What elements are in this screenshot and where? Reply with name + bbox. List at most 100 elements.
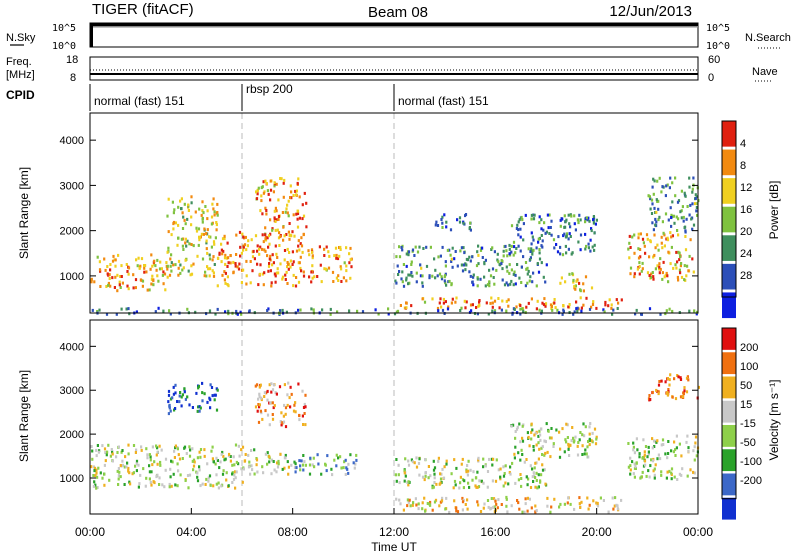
velocity-panel: 1000 2000 3000 4000 Slant Range [km] 200 100… [17,319,781,520]
x-tick-label: 16:00 [480,525,510,539]
nsearch-label: N.Search [745,32,791,44]
cpid-row: CPID normal (fast) 151 rbsp 200 normal (fa… [6,82,489,111]
velocity-cbar-tick: 100 [740,361,758,373]
power-cbar-swatch [722,263,736,290]
velocity-cbar-swatch [722,425,736,447]
power-ytick-label: 3000 [60,180,84,192]
velocity-region [394,456,548,490]
velocity-region [167,381,219,416]
velocity-region [254,381,307,429]
power-marks [90,176,700,316]
cpid-segment-label: normal (fast) 151 [94,94,185,108]
power-cbar-swatch [722,235,736,261]
power-region [90,253,168,293]
nave-label: Nave [752,66,778,78]
power-ylabel: Slant Range [km] [17,167,31,259]
power-cbar-swatch [722,149,736,176]
freq-tick-high: 18 [66,54,78,66]
power-region [434,213,472,232]
velocity-ylabel: Slant Range [km] [17,370,31,462]
freq-tick-low: 8 [70,72,76,84]
power-region [307,245,353,284]
velocity-region [293,453,358,477]
power-cbar-swatch [722,121,736,147]
power-cbar-swatch [722,178,736,204]
x-tick-label: 00:00 [683,525,713,539]
power-cbar-tick: 4 [740,138,746,150]
velocity-cbar-swatch [722,497,736,520]
velocity-cbar-tick: 15 [740,399,752,411]
power-region [394,244,548,288]
freq-label-line1: Freq. [6,56,32,68]
velocity-cbar-swatch [722,352,736,375]
power-cbar-tick: 12 [740,182,752,194]
velocity-cbar-swatch [722,473,736,496]
nsky-label: N.Sky [6,32,36,44]
velocity-region [242,448,293,476]
power-region [627,231,695,284]
power-region [166,195,219,279]
velocity-marks [90,373,700,514]
velocity-region [395,495,623,514]
velocity-ytick-label: 4000 [60,341,84,353]
x-axis: 00:00 04:00 08:00 12:00 16:00 20:00 00:00 [75,508,713,539]
velocity-region [510,422,598,459]
cpid-label: CPID [6,88,35,102]
velocity-cbar-swatch [722,376,736,399]
velocity-cbar-swatch [722,400,736,423]
velocity-colorbar: 200 100 50 15 -15 -50 -100 -200 [721,327,762,520]
power-region [254,177,308,239]
velocity-ytick-label: 1000 [60,473,84,485]
x-axis-label: Time UT [371,540,417,554]
power-region [647,176,700,234]
velocity-cbar-tick: -50 [740,437,756,449]
velocity-cbar-tick: -15 [740,418,756,430]
radar-title: TIGER (fitACF) [92,1,194,18]
power-region [216,230,306,288]
velocity-ytick-label: 3000 [60,385,84,397]
power-panel: 1000 2000 3000 4000 Slant Range [km] 4 8 12 16… [17,112,781,319]
power-cbar-label: Power [dB] [767,181,781,240]
freq-right-tick-low: 0 [708,72,714,84]
velocity-ytick-label: 2000 [60,429,84,441]
freq-label-line2: [MHz] [6,69,35,81]
power-cbar-tick: 24 [740,248,752,260]
nsky-right-tick-high: 10^5 [706,23,730,34]
velocity-region [90,443,245,490]
velocity-region [647,373,700,402]
velocity-cbar-label: Velocity [m s⁻¹] [767,379,781,460]
velocity-cbar-tick: 50 [740,380,752,392]
power-cbar-tick: 28 [740,270,752,282]
beam-label: Beam 08 [368,4,428,21]
power-cbar-swatch [722,206,736,233]
velocity-region [627,434,700,481]
x-tick-label: 12:00 [379,525,409,539]
power-cbar-tick: 20 [740,226,752,238]
nsky-tick-high: 10^5 [52,23,76,34]
power-colorbar: 4 8 12 16 20 24 28 [721,120,752,319]
nsky-right-tick-low: 10^0 [706,41,730,52]
x-tick-label: 08:00 [278,525,308,539]
velocity-cbar-tick: -100 [740,456,762,468]
velocity-cbar-swatch [722,449,736,472]
x-tick-label: 20:00 [582,525,612,539]
freq-right-tick-high: 60 [708,54,720,66]
freq-panel: Freq. [MHz] 18 8 60 0 Nave [6,54,778,84]
cpid-segment-label: normal (fast) 151 [398,94,489,108]
nsky-panel: N.Sky 10^5 10^0 10^5 10^0 N.Search [6,22,791,52]
date-label: 12/Jun/2013 [609,3,692,20]
power-cbar-tick: 8 [740,160,746,172]
power-cbar-tick: 16 [740,204,752,216]
power-region [508,213,598,257]
power-cbar-swatch [722,292,736,319]
x-tick-label: 04:00 [176,525,206,539]
cpid-segment-label: rbsp 200 [246,82,293,96]
nsky-tick-low: 10^0 [52,41,76,52]
power-ytick-label: 4000 [60,135,84,147]
power-region [559,272,594,293]
velocity-cbar-swatch [722,328,736,350]
x-tick-label: 00:00 [75,525,105,539]
velocity-cbar-tick: -200 [740,475,762,487]
power-ytick-label: 2000 [60,226,84,238]
